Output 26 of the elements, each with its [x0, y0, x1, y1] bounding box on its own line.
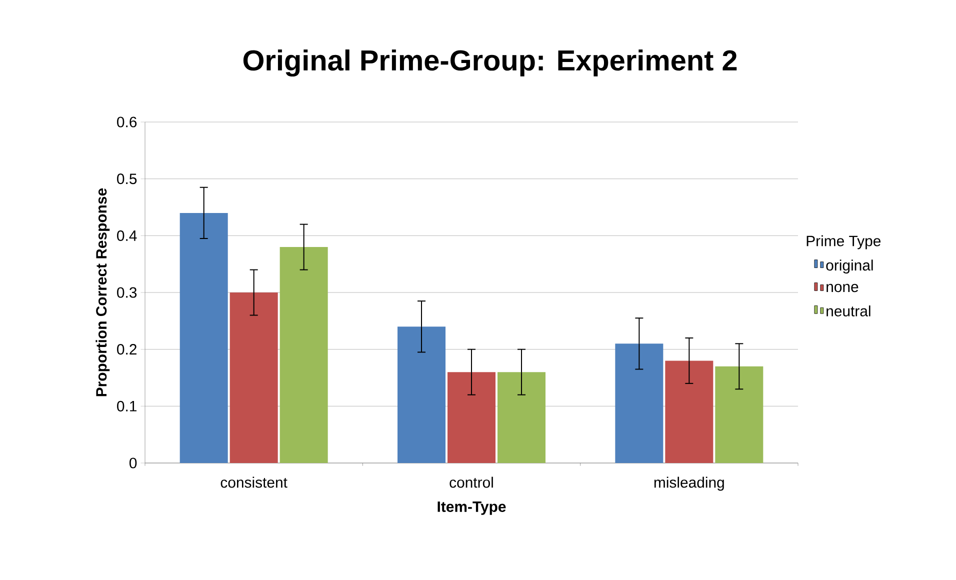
chart-title: Original Prime-Group: Experiment 2	[243, 49, 737, 77]
legend-label: neutral	[826, 305, 870, 316]
bar	[448, 372, 496, 463]
y-tick-label: 0.1	[117, 400, 136, 412]
x-tick-label: control	[450, 476, 493, 488]
y-tick-label: 0.3	[117, 287, 137, 298]
bar	[180, 212, 228, 463]
bar	[715, 366, 764, 463]
bar	[615, 344, 664, 463]
y-tick-label: 0.4	[117, 230, 137, 241]
bar	[280, 247, 328, 463]
legend-label: original	[826, 260, 873, 274]
y-tick-label: 0.5	[117, 174, 137, 184]
legend-title: Prime Type	[806, 235, 881, 250]
x-tick-label: consistent	[220, 476, 288, 488]
bar	[665, 360, 714, 463]
x-axis-title: Item-Type	[438, 502, 506, 515]
bar	[230, 292, 278, 463]
bar	[398, 326, 446, 463]
legend-label: none	[826, 284, 858, 292]
bar	[497, 372, 546, 463]
y-tick-label: 0.6	[117, 116, 137, 128]
y-tick-label: 0	[129, 458, 137, 468]
x-tick-label: misleading	[654, 476, 724, 491]
y-axis-title: Proportion Correct Response	[96, 188, 110, 396]
y-tick-label: 0.2	[117, 344, 136, 355]
